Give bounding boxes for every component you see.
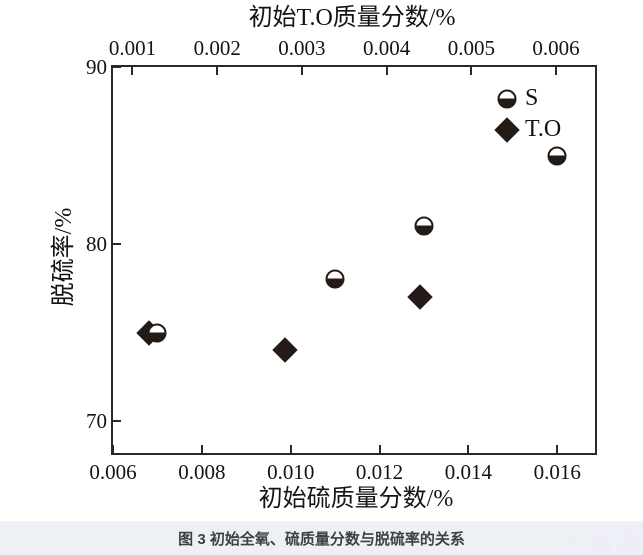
x-top-tick-label: 0.004 [362, 36, 411, 60]
x-bottom-tick [200, 445, 203, 453]
x-bottom-tick-label: 0.008 [178, 460, 226, 484]
y-left-tick [113, 420, 121, 423]
diamond-icon [494, 116, 520, 143]
x-top-tick [470, 67, 473, 75]
legend-label: S [525, 85, 539, 111]
point-s [147, 323, 167, 343]
x-bottom-tick-label: 0.006 [89, 460, 137, 484]
watermark: 上海谓 [560, 529, 642, 555]
x-top-tick [385, 67, 388, 75]
x-bottom-tick [112, 445, 114, 453]
y-left-tick-label: 80 [86, 232, 107, 257]
x-top-tick-label: 0.001 [108, 36, 157, 60]
x-top-tick-label: 0.006 [532, 36, 580, 60]
x-bottom-tick-label: 0.012 [355, 460, 404, 484]
x-top-tick [555, 67, 558, 75]
legend-item-to: T.O [493, 114, 561, 145]
y-axis-title: 脱硫率/% [51, 207, 77, 307]
x-top-tick-label: 0.003 [278, 36, 326, 60]
x-bottom-tick [556, 445, 559, 453]
x-top-tick-label: 0.005 [447, 36, 495, 60]
x-top-tick-label: 0.002 [193, 36, 241, 60]
y-left-tick-label: 90 [86, 55, 107, 79]
x-bottom-tick-label: 0.016 [533, 460, 581, 484]
legend-label: T.O [525, 116, 562, 142]
x-top-tick [216, 67, 219, 75]
legend-marker-slot [493, 85, 521, 113]
x-bottom-tick [378, 445, 381, 453]
x-bottom-axis-title: 初始硫质量分数/% [258, 486, 454, 512]
figure-caption: 图 3 初始全氧、硫质量分数与脱硫率的关系 [178, 531, 465, 548]
legend-marker-slot [493, 116, 521, 144]
x-bottom-tick [467, 445, 470, 453]
x-bottom-tick-label: 0.010 [267, 460, 315, 484]
x-bottom-tick-label: 0.014 [444, 460, 493, 484]
half-filled-circle-icon [497, 89, 517, 108]
point-s [414, 216, 434, 236]
x-bottom-tick [289, 445, 292, 453]
y-left-tick-label: 70 [86, 409, 107, 434]
caption-bar [0, 521, 643, 555]
x-top-tick [131, 67, 134, 75]
point-s [547, 146, 567, 166]
y-left-tick [113, 243, 121, 246]
y-left-tick [113, 66, 121, 68]
legend: S T.O [493, 83, 561, 145]
x-top-axis-title: 初始T.O质量分数/% [248, 5, 456, 31]
legend-item-s: S [493, 83, 561, 114]
x-top-tick [300, 67, 303, 75]
point-s [325, 269, 345, 289]
